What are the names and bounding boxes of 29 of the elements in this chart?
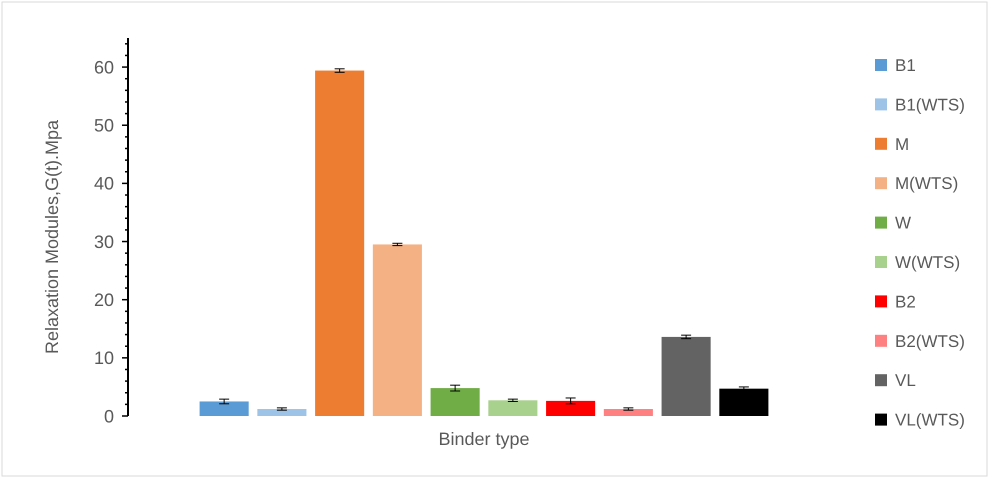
bar — [488, 400, 538, 416]
legend-label: W — [895, 214, 912, 233]
y-tick-label: 50 — [94, 116, 114, 136]
y-tick-label: 10 — [94, 348, 114, 368]
bar — [719, 388, 768, 416]
bar — [315, 70, 364, 416]
legend-label: B2(WTS) — [895, 332, 965, 351]
y-tick-label: 30 — [94, 232, 114, 252]
y-tick-label: 20 — [94, 290, 114, 310]
legend-label: VL — [895, 371, 916, 390]
legend-label: B1 — [895, 56, 916, 75]
bar — [372, 244, 422, 416]
bar — [200, 401, 249, 416]
x-axis-title: Binder type — [438, 429, 530, 449]
y-tick-label: 60 — [94, 57, 114, 78]
legend-label: M(WTS) — [895, 174, 958, 194]
bar — [546, 400, 596, 416]
bar — [257, 409, 306, 416]
legend-label: B2 — [895, 292, 916, 312]
y-axis-title: Relaxation Modules,G(t).Mpa — [42, 118, 62, 354]
legend-label: VL(WTS) — [895, 410, 965, 430]
bar — [430, 388, 480, 416]
y-tick-label: 0 — [104, 406, 114, 426]
legend-label: W(WTS) — [895, 252, 960, 272]
legend-label: M — [895, 134, 910, 154]
bar — [604, 409, 653, 416]
y-tick-label: 40 — [94, 174, 114, 194]
bar — [662, 336, 711, 416]
legend-label: B1(WTS) — [895, 95, 965, 114]
